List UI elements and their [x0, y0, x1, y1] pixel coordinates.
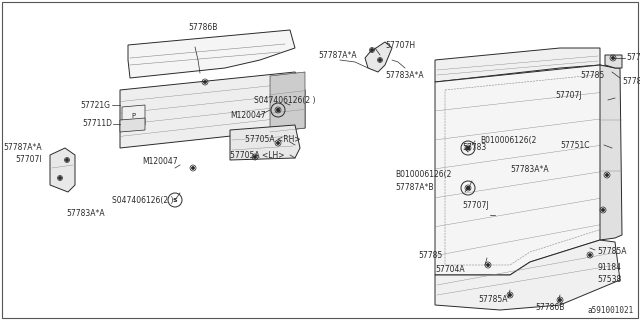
Circle shape — [606, 174, 608, 176]
Text: 57707I: 57707I — [15, 156, 42, 164]
Circle shape — [277, 109, 279, 111]
Text: 57711D: 57711D — [82, 119, 112, 129]
Text: 57783A*A: 57783A*A — [67, 209, 105, 218]
Circle shape — [59, 177, 61, 179]
Text: 57783A*A: 57783A*A — [385, 70, 424, 79]
Text: 57783: 57783 — [462, 143, 486, 153]
Text: P: P — [131, 113, 135, 119]
Text: M120047: M120047 — [230, 110, 266, 119]
Text: 57785A: 57785A — [597, 247, 627, 257]
Text: 57786B: 57786B — [535, 303, 564, 313]
Text: M120047: M120047 — [142, 157, 178, 166]
Circle shape — [371, 49, 373, 51]
Text: 57705A <RH>: 57705A <RH> — [245, 135, 301, 145]
Circle shape — [487, 264, 489, 266]
Text: 57538: 57538 — [597, 276, 621, 284]
Polygon shape — [365, 42, 392, 72]
Circle shape — [204, 81, 206, 83]
Text: 57787A*A: 57787A*A — [3, 143, 42, 153]
Text: 57785: 57785 — [580, 70, 604, 79]
Text: B010006126(2: B010006126(2 — [395, 171, 451, 180]
Polygon shape — [435, 48, 600, 82]
Polygon shape — [128, 30, 295, 78]
Circle shape — [467, 147, 469, 149]
Polygon shape — [120, 118, 145, 132]
Circle shape — [602, 209, 604, 211]
Text: B: B — [465, 146, 470, 150]
Polygon shape — [435, 65, 615, 275]
Text: 57787A*B: 57787A*B — [626, 53, 640, 62]
Circle shape — [559, 299, 561, 301]
Text: 57787A*B: 57787A*B — [395, 183, 433, 193]
Text: 57787A*A: 57787A*A — [318, 51, 356, 60]
Text: 57783: 57783 — [622, 77, 640, 86]
Text: S047406126(2 ): S047406126(2 ) — [254, 95, 316, 105]
Text: 57783A*A: 57783A*A — [510, 165, 548, 174]
Polygon shape — [50, 148, 75, 192]
Text: 57707H: 57707H — [385, 41, 415, 50]
Text: 57785A: 57785A — [478, 295, 508, 305]
Circle shape — [379, 59, 381, 61]
Text: a591001021: a591001021 — [588, 306, 634, 315]
Text: 57707J: 57707J — [555, 91, 582, 100]
Circle shape — [509, 294, 511, 296]
Polygon shape — [122, 105, 145, 127]
Circle shape — [192, 167, 194, 169]
Text: 57751C: 57751C — [560, 140, 589, 149]
Text: 57704A: 57704A — [435, 266, 465, 275]
Text: 57785: 57785 — [418, 251, 442, 260]
Text: 57721G: 57721G — [80, 100, 110, 109]
Polygon shape — [270, 72, 305, 132]
Text: B: B — [465, 186, 470, 190]
Text: 57705A <LH>: 57705A <LH> — [230, 150, 285, 159]
Polygon shape — [120, 72, 305, 148]
Text: 91184: 91184 — [597, 262, 621, 271]
Circle shape — [277, 142, 279, 144]
Text: S: S — [276, 108, 280, 113]
Polygon shape — [435, 240, 620, 310]
Text: S: S — [173, 197, 177, 203]
Polygon shape — [230, 125, 300, 160]
Circle shape — [254, 156, 256, 158]
Circle shape — [66, 159, 68, 161]
Polygon shape — [605, 55, 622, 68]
Circle shape — [612, 57, 614, 59]
Text: B010006126(2: B010006126(2 — [480, 135, 536, 145]
Text: 57707J: 57707J — [462, 201, 488, 210]
Circle shape — [589, 254, 591, 256]
Circle shape — [467, 187, 469, 189]
Text: S047406126(2 ): S047406126(2 ) — [112, 196, 173, 204]
Polygon shape — [600, 65, 622, 240]
Text: 57786B: 57786B — [188, 22, 218, 31]
